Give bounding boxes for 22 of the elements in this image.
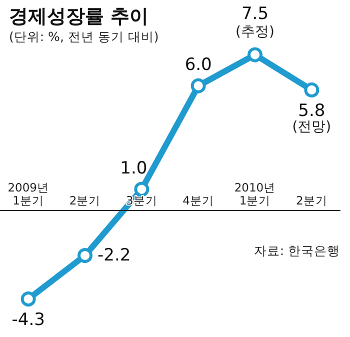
x-tick-label: 2010년 1분기 [234, 180, 276, 208]
x-tick-label: 4분기 [182, 194, 214, 208]
data-label: 1.0 [120, 158, 148, 178]
point [134, 182, 150, 197]
point [20, 292, 36, 306]
annotation: (전망) [292, 118, 332, 135]
data-label: -2.2 [98, 246, 131, 266]
data-label: 7.5 [241, 4, 269, 24]
x-tick-label: 2009년 1분기 [8, 180, 49, 208]
annotation: 자료: 한국은행 [254, 243, 340, 258]
point [190, 78, 206, 94]
chart-title: 경제성장률 추이 [9, 6, 149, 28]
data-label: -4.3 [12, 310, 45, 330]
x-tick-label: 2분기 [69, 194, 101, 208]
chart-subtitle: (단위: %, 전년 동기 대비) [9, 29, 159, 44]
point [248, 47, 262, 62]
x-tick-label: 2분기 [296, 194, 328, 208]
annotation: (추정) [236, 24, 274, 40]
data-label: 6.0 [184, 54, 212, 75]
point [78, 248, 92, 264]
point [304, 82, 320, 98]
data-label: 5.8 [298, 100, 326, 121]
